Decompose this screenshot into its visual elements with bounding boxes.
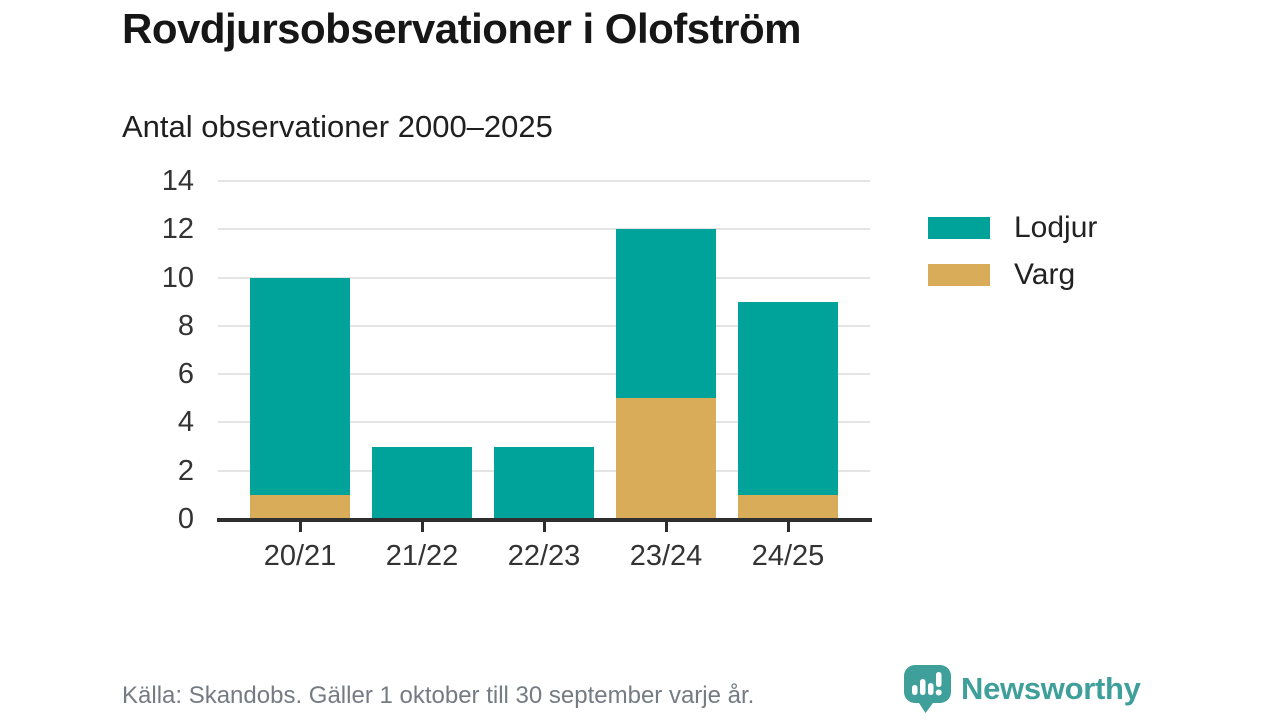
x-tick [664,522,668,532]
gridline [218,421,870,424]
x-tick [298,522,302,532]
legend-item-lodjur: Lodjur [928,211,1097,245]
bar-segment-varg-20/21 [250,494,350,519]
gridline [218,276,870,279]
legend-label-lodjur: Lodjur [1014,211,1098,244]
newsworthy-logo-text: Newsworthy [961,671,1141,706]
y-tick-label: 8 [177,309,194,342]
y-tick-label: 0 [177,503,194,535]
y-tick-label: 6 [177,358,194,391]
newsworthy-logo: Newsworthy [903,664,1141,714]
legend-swatch-lodjur [928,217,990,239]
x-tick [542,522,546,532]
legend-label-varg: Varg [1014,258,1076,291]
gridline [218,180,870,182]
y-tick-label: 2 [177,454,194,487]
legend: Lodjur Varg [928,211,1097,292]
bar-segment-lodjur-20/21 [250,277,350,495]
bar-segment-varg-23/24 [616,398,716,519]
x-tick-label: 20/21 [263,540,337,572]
gridline [218,324,870,327]
bar-segment-lodjur-21/22 [372,446,472,519]
bar-segment-lodjur-22/23 [494,446,594,519]
y-tick-label: 14 [161,165,194,197]
y-tick-label: 12 [161,213,194,246]
x-tick-label: 23/24 [629,540,703,572]
y-tick-label: 4 [177,406,194,439]
bar-chart-speech-bubble-icon [904,665,951,713]
plot-area: 0 2 4 6 8 10 12 14 20/21 21/22 22/23 23/24 24/25 [162,165,872,572]
y-tick-label: 10 [161,261,194,294]
bar-segment-lodjur-24/25 [738,301,838,495]
source-note: Källa: Skandobs. Gäller 1 oktober till 3… [122,682,755,709]
bar-segment-varg-24/25 [738,494,838,519]
legend-swatch-varg [928,264,990,286]
x-tick-label: 22/23 [507,540,581,572]
x-axis-line [217,518,872,522]
x-tick-label: 24/25 [751,540,825,572]
x-tick-label: 21/22 [385,540,459,572]
chart-subtitle: Antal observationer 2000–2025 [122,109,553,144]
gridline [218,228,870,231]
chart-title: Rovdjursobservationer i Olofström [122,5,801,52]
gridline [218,373,870,376]
legend-item-varg: Varg [928,258,1097,292]
x-tick [420,522,424,532]
bar-segment-lodjur-23/24 [616,229,716,399]
x-tick [786,522,790,532]
